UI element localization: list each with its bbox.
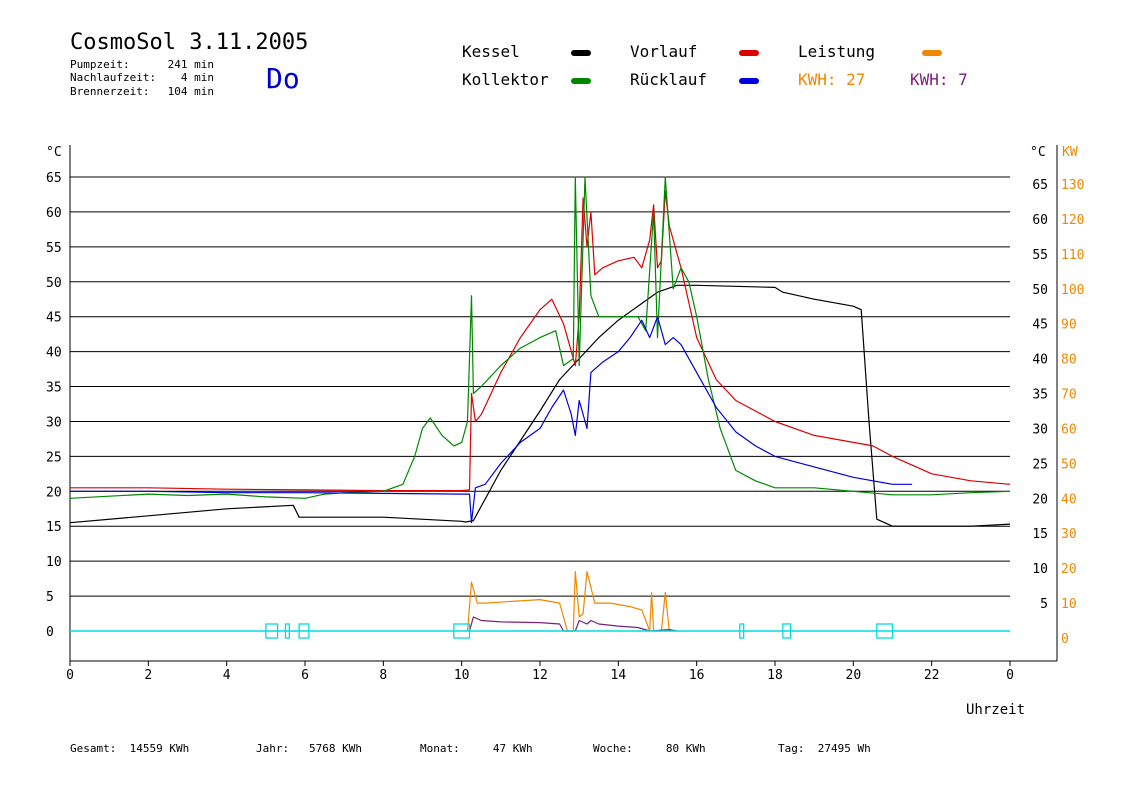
x-tick-11: 22 (924, 668, 940, 683)
legend-kollektor-label: Kollektor (462, 70, 549, 89)
legend-ruecklauf-swatch (739, 78, 759, 84)
x-tick-8: 16 (689, 668, 705, 683)
y-tick-right-kw-20: 20 (1061, 562, 1077, 577)
chart-series (69, 176, 1011, 632)
y-tick-right-c-5: 5 (1040, 597, 1048, 612)
y-tick-right-c-60: 60 (1032, 213, 1048, 228)
x-tick-0: 0 (66, 668, 74, 683)
legend-ruecklauf-label: Rücklauf (630, 70, 708, 89)
footer-woche: Woche: 80 KWh (593, 742, 706, 755)
y-tick-right-c-25: 25 (1032, 457, 1048, 472)
y-tick-right-c-20: 20 (1032, 492, 1048, 507)
x-tick-4: 8 (379, 668, 387, 683)
brenner-interval-5 (782, 623, 792, 639)
y-tick-right-kw-60: 60 (1061, 422, 1077, 437)
x-tick-10: 20 (846, 668, 862, 683)
stat-nachlaufzeit: Nachlaufzeit: 4 min (70, 71, 214, 84)
series-kwh2 (468, 616, 678, 632)
series-kessel (69, 284, 1011, 527)
y-tick-right-kw-90: 90 (1061, 318, 1077, 333)
y-tick-left-5: 5 (46, 590, 54, 605)
y-tick-left-35: 35 (46, 381, 62, 396)
legend-leistung-label: Leistung (798, 42, 876, 61)
y-tick-right-kw-130: 130 (1061, 178, 1084, 193)
brenner-interval-4 (739, 623, 745, 639)
y-tick-left-0: 0 (46, 625, 54, 640)
y-tick-left-45: 45 (46, 311, 62, 326)
legend-kessel-swatch (571, 50, 591, 56)
x-tick-7: 14 (611, 668, 627, 683)
y-tick-right-kw-80: 80 (1061, 353, 1077, 368)
legend-kwh-orange: KWH: 27 (798, 70, 866, 89)
brenner-interval-0 (265, 623, 279, 639)
brenner-interval-3 (453, 623, 471, 639)
y-tick-right-c-45: 45 (1032, 318, 1048, 333)
y-tick-right-kw-40: 40 (1061, 492, 1077, 507)
y-tick-left-20: 20 (46, 485, 62, 500)
chart-ticks: 0510152025303540455055606551015202530354… (46, 171, 1084, 683)
y-tick-left-25: 25 (46, 450, 62, 465)
legend-leistung-swatch (922, 50, 942, 56)
y-tick-right-c-35: 35 (1032, 388, 1048, 403)
footer-monat: Monat: 47 KWh (420, 742, 533, 755)
series-vorlauf (70, 190, 1011, 492)
y-tick-right-c-40: 40 (1032, 353, 1048, 368)
chart-grid (70, 176, 1010, 632)
y-tick-right-kw-110: 110 (1061, 248, 1084, 263)
temperature-chart: 0510152025303540455055606551015202530354… (46, 145, 1084, 718)
x-tick-3: 6 (301, 668, 309, 683)
y-tick-right-c-55: 55 (1032, 248, 1048, 263)
right-unit-kw-label: KW (1062, 145, 1078, 160)
y-tick-left-60: 60 (46, 206, 62, 221)
y-tick-left-40: 40 (46, 346, 62, 361)
x-tick-1: 2 (144, 668, 152, 683)
y-tick-left-65: 65 (46, 171, 62, 186)
x-tick-6: 12 (532, 668, 548, 683)
y-tick-left-55: 55 (46, 241, 62, 256)
y-tick-right-c-10: 10 (1032, 562, 1048, 577)
y-tick-right-c-15: 15 (1032, 527, 1048, 542)
y-tick-right-c-30: 30 (1032, 422, 1048, 437)
weekday-label: Do (266, 62, 300, 95)
series-kollektor (69, 176, 1011, 499)
legend-kollektor-swatch (571, 78, 591, 84)
y-tick-left-15: 15 (46, 520, 62, 535)
brenner-markers (70, 623, 1010, 639)
legend-vorlauf-label: Vorlauf (630, 42, 698, 61)
brenner-interval-2 (298, 623, 310, 639)
y-tick-right-kw-120: 120 (1061, 213, 1084, 228)
legend-kessel-label: Kessel (462, 42, 520, 61)
legend-kwh-purple: KWH: 7 (910, 70, 968, 89)
footer-tag: Tag: 27495 Wh (778, 742, 871, 755)
stat-brennerzeit: Brennerzeit: 104 min (70, 85, 214, 98)
footer-gesamt: Gesamt: 14559 KWh (70, 742, 190, 755)
x-tick-9: 18 (767, 668, 783, 683)
stat-pumpzeit: Pumpzeit: 241 min (70, 58, 214, 71)
chart-title: CosmoSol 3.11.2005 (70, 30, 309, 55)
x-axis-label: Uhrzeit (966, 702, 1025, 718)
y-tick-right-kw-0: 0 (1061, 632, 1069, 647)
left-unit-label: °C (46, 145, 62, 160)
right-unit-c-label: °C (1030, 145, 1046, 160)
chart-axes (69, 145, 1058, 662)
x-tick-5: 10 (454, 668, 470, 683)
y-tick-right-kw-50: 50 (1061, 457, 1077, 472)
y-tick-left-10: 10 (46, 555, 62, 570)
brenner-interval-1 (284, 623, 290, 639)
y-tick-right-c-65: 65 (1032, 178, 1048, 193)
y-tick-right-kw-70: 70 (1061, 388, 1077, 403)
y-tick-right-c-50: 50 (1032, 283, 1048, 298)
y-tick-right-kw-10: 10 (1061, 597, 1077, 612)
series-leistung (466, 570, 670, 632)
footer-jahr: Jahr: 5768 KWh (256, 742, 362, 755)
y-tick-right-kw-100: 100 (1061, 283, 1084, 298)
x-tick-2: 4 (223, 668, 231, 683)
series-ruecklauf (70, 316, 913, 524)
legend-vorlauf-swatch (739, 50, 759, 56)
y-tick-left-30: 30 (46, 415, 62, 430)
y-tick-left-50: 50 (46, 276, 62, 291)
x-tick-12: 0 (1006, 668, 1014, 683)
y-tick-right-kw-30: 30 (1061, 527, 1077, 542)
brenner-interval-6 (876, 623, 894, 639)
